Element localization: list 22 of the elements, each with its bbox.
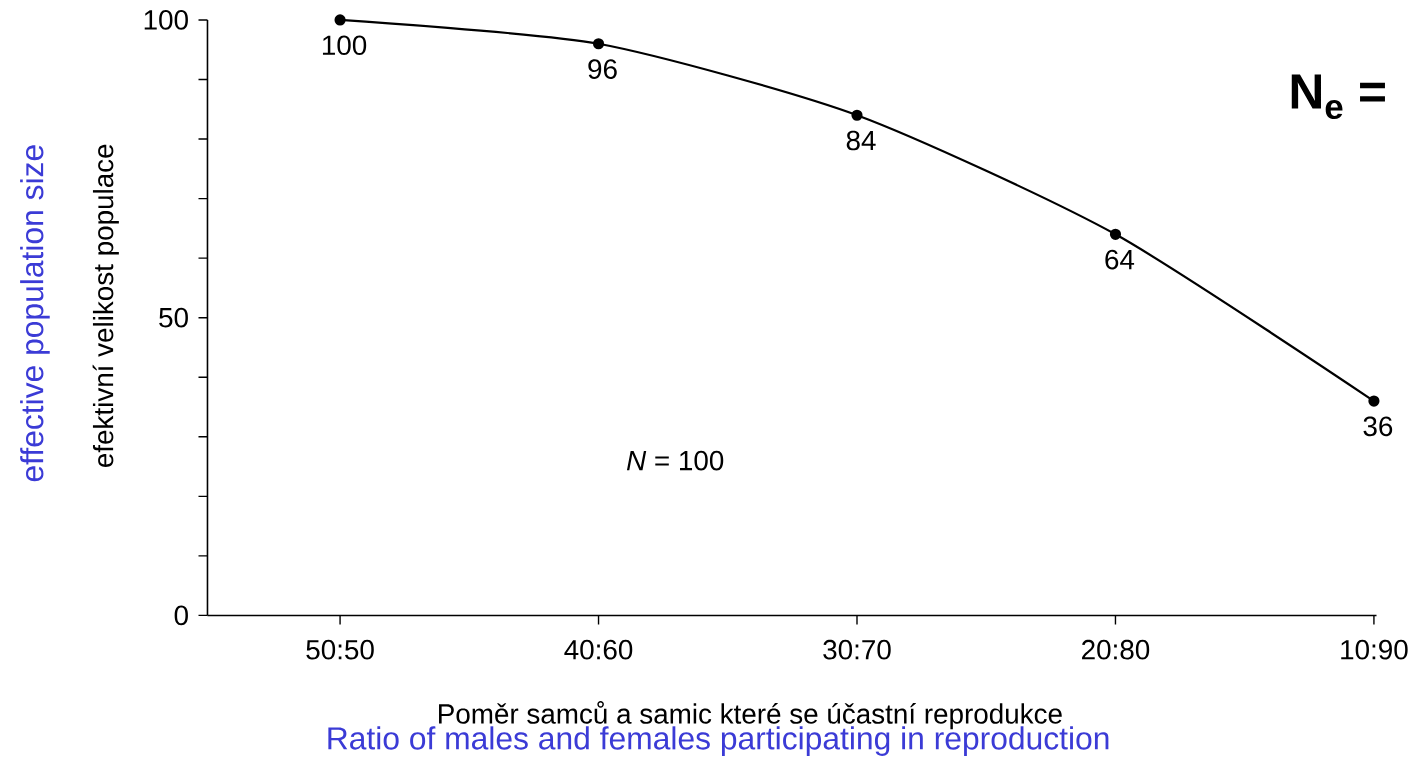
y-tick-label: 50 [159,307,188,328]
annotation: N$_{e}$ = [1291,74,1385,120]
x-tick-label: 40:60 [564,639,633,660]
data-label: 96 [588,59,617,79]
annotation: N = 100 [626,450,724,471]
point [592,38,605,50]
x-tick-label: 30:70 [823,639,891,660]
data-label: 100 [322,35,367,56]
y-axis-title: efektivní velikost populace [92,144,119,467]
data-label: 84 [846,130,876,151]
x-tick-label: 10:90 [1341,639,1408,660]
x-tick-label: 50:50 [306,639,374,660]
point [1368,395,1380,407]
point [334,14,346,26]
data-label: 64 [1105,249,1135,270]
text: effective population size [20,145,50,482]
y-tick-label: 0 [174,605,188,626]
x-tick-label: 20:80 [1082,639,1150,660]
y-tick-label: 100 [144,10,188,30]
data-label: 36 [1363,416,1393,437]
point [1109,228,1122,240]
point [851,109,863,121]
